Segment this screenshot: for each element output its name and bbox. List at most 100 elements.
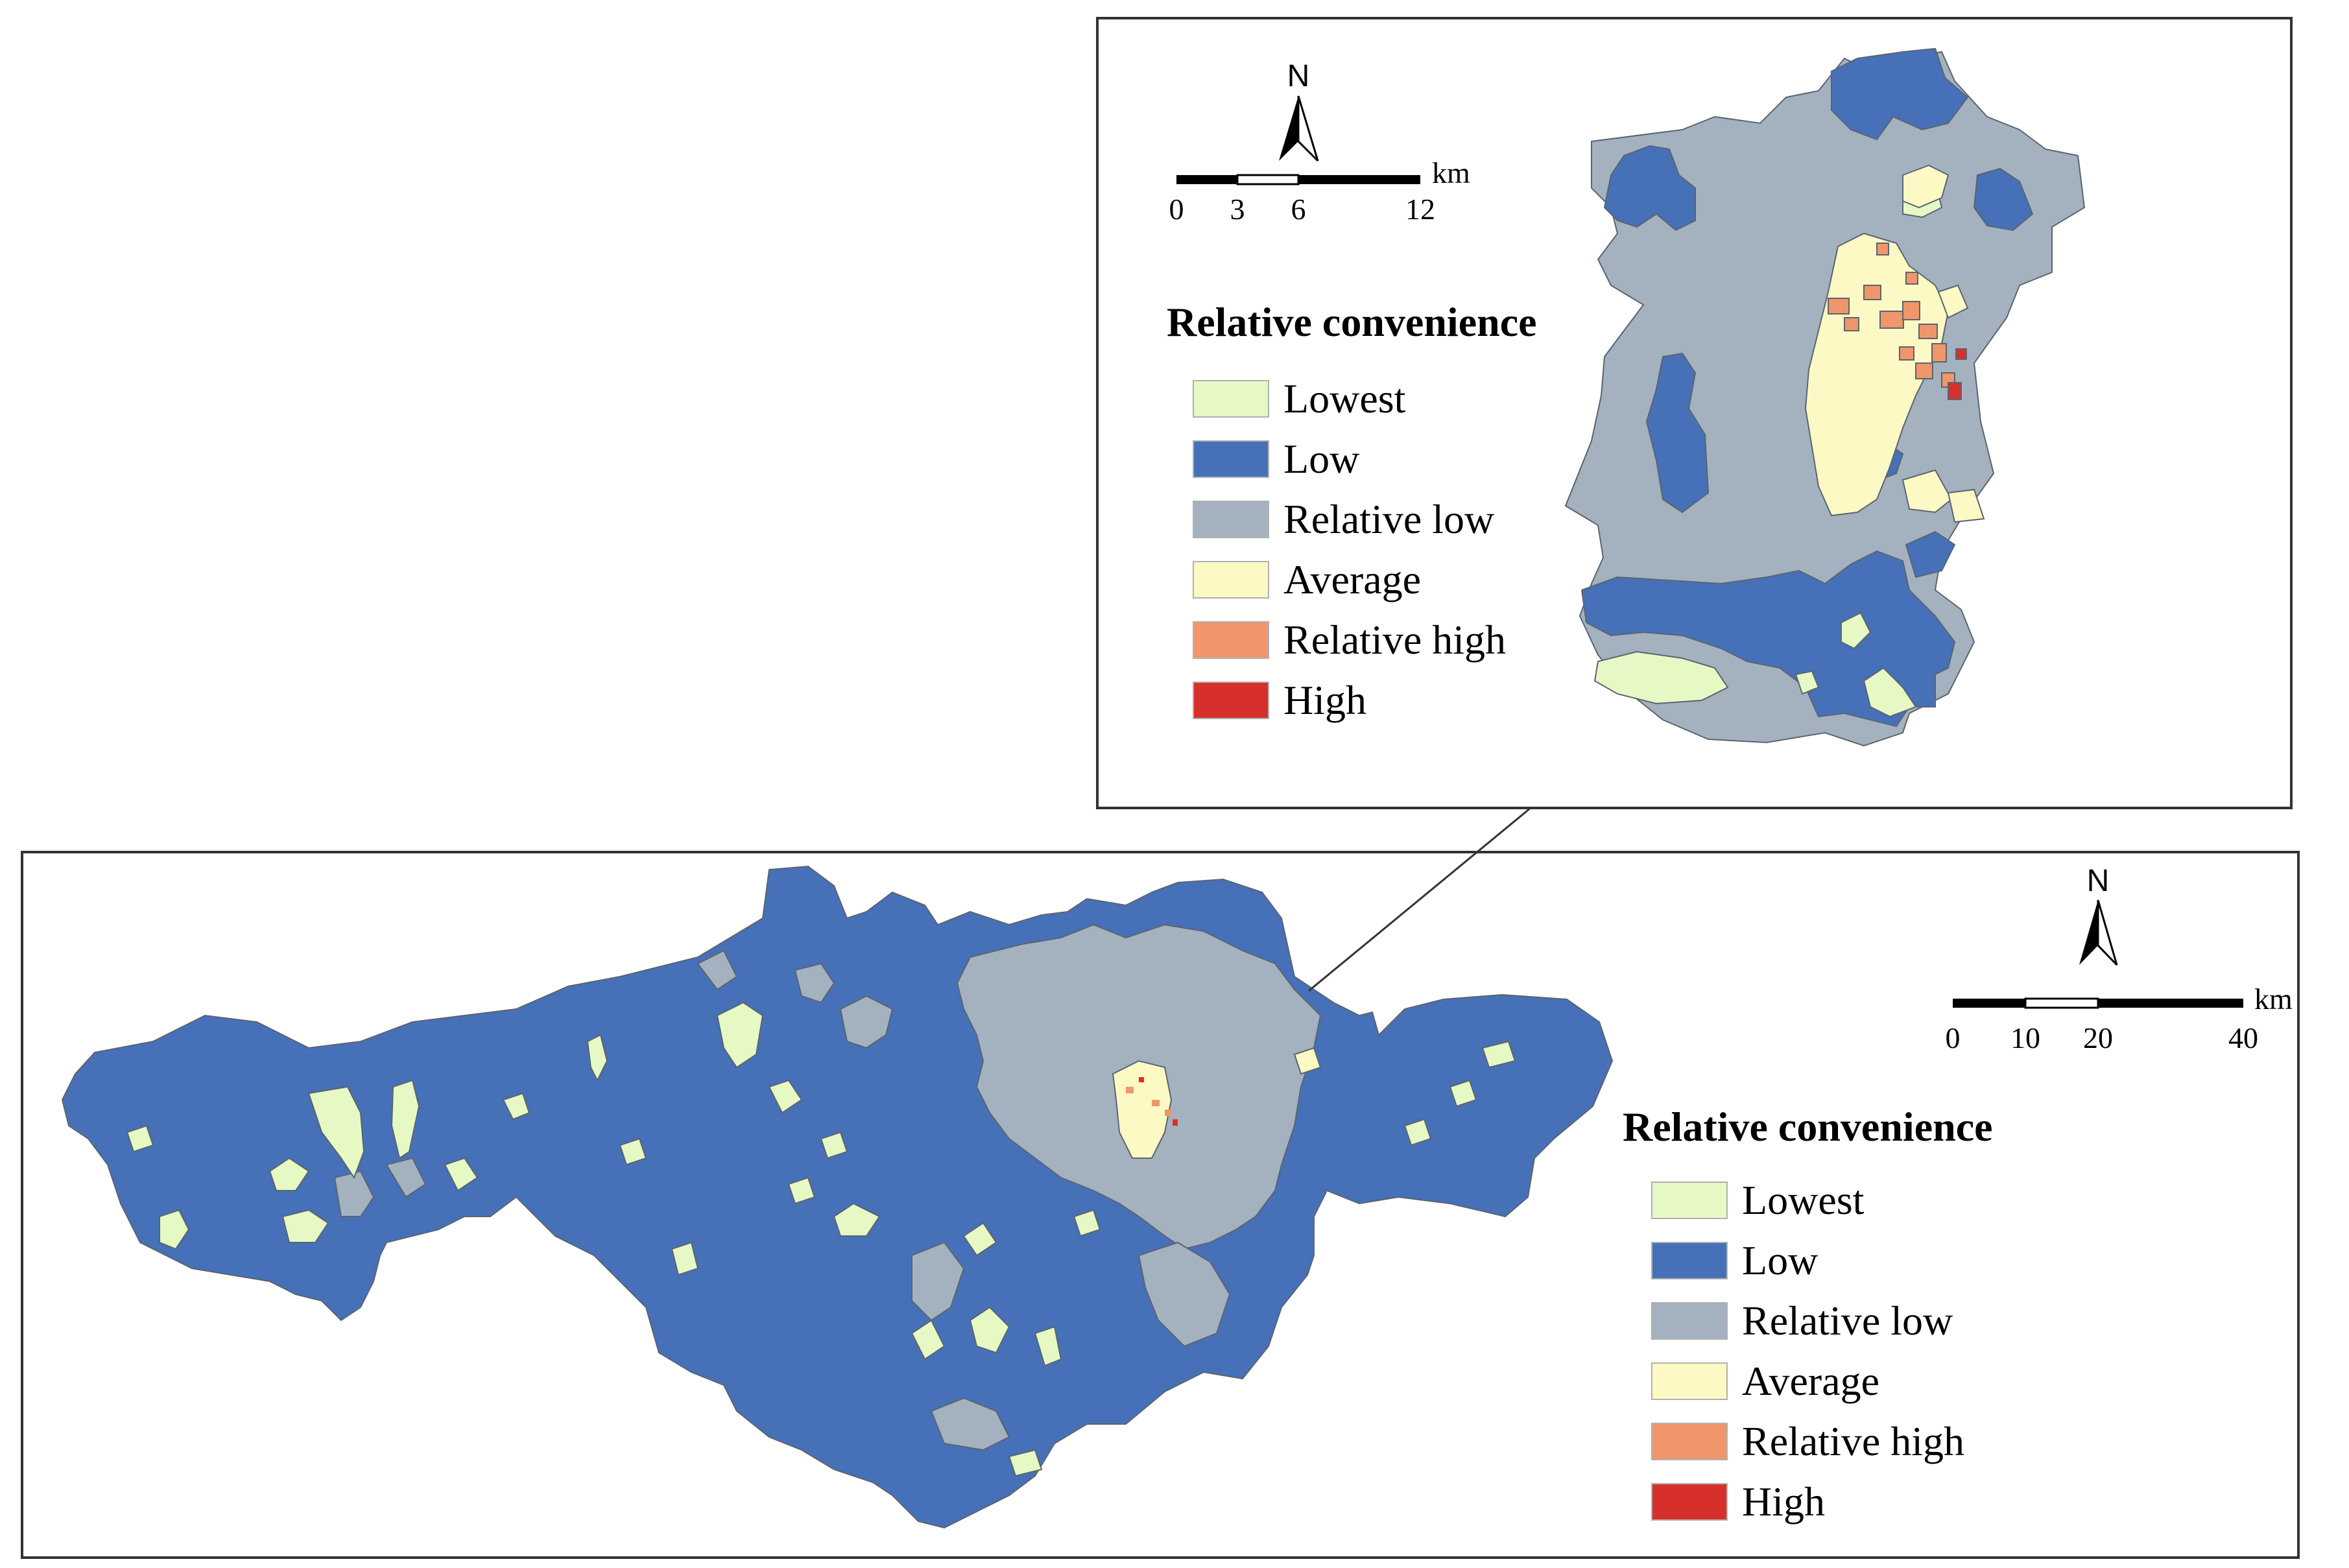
main-region-relative-low-center <box>697 949 738 991</box>
main-scale-seg-3 <box>2098 999 2243 1008</box>
inset-cell-relative-high <box>1931 343 1947 362</box>
main-patch-lowest <box>768 1079 803 1114</box>
main-region-lowest-patches <box>126 1001 1516 1477</box>
inset-scale-tick-3: 12 <box>1405 193 1435 226</box>
main-patch-lowest <box>307 1086 365 1180</box>
inset-north-arrow-right-half <box>1297 95 1319 162</box>
main-region-relative-low-south <box>930 1397 1010 1451</box>
inset-legend-label-high: High <box>1283 677 1366 723</box>
inset-cell-relative-high <box>1879 311 1904 329</box>
inset-legend-label-low: Low <box>1283 436 1360 482</box>
main-legend-label-high: High <box>1742 1479 1825 1525</box>
inset-legend-swatch-high <box>1193 682 1269 719</box>
main-scale-bar: 0 10 20 40 km <box>1946 982 2293 1054</box>
inset-legend-label-average: Average <box>1283 556 1421 602</box>
main-district-map <box>61 865 1614 1529</box>
main-north-label: N <box>2087 864 2110 898</box>
inset-district-map <box>1564 47 2086 747</box>
main-legend-label-relative-low: Relative low <box>1742 1298 1953 1344</box>
main-legend-swatch-low <box>1651 1242 1728 1279</box>
inset-cell-relative-high <box>1844 317 1859 331</box>
main-scale-seg-1 <box>1953 999 2025 1008</box>
main-map-panel: N 0 10 20 40 km Relative convenience Low… <box>21 851 2300 1559</box>
main-patch-lowest <box>833 1202 881 1237</box>
main-legend-label-lowest: Lowest <box>1742 1177 1865 1223</box>
main-legend-item-relative-low: Relative low <box>1651 1297 1953 1345</box>
main-region-average-center <box>1112 1060 1173 1159</box>
inset-legend-item-high: High <box>1193 676 1366 724</box>
main-legend-swatch-lowest <box>1651 1182 1728 1219</box>
main-scale-tick-3: 40 <box>2228 1021 2258 1054</box>
main-legend-label-low: Low <box>1742 1237 1818 1283</box>
main-legend-swatch-average <box>1651 1362 1728 1400</box>
main-patch-lowest <box>586 1034 608 1082</box>
inset-region-average-east <box>1937 284 1969 319</box>
main-legend-item-relative-high: Relative high <box>1651 1418 1964 1466</box>
main-patch-lowest <box>268 1157 310 1191</box>
inset-region-average-north <box>1902 164 1950 209</box>
inset-scale-tick-0: 0 <box>1169 193 1184 226</box>
inset-legend-swatch-relative-high <box>1193 621 1269 659</box>
main-region-relative-low-west-1 <box>839 995 894 1049</box>
inset-legend-swatch-relative-low <box>1193 501 1269 538</box>
main-patch-lowest <box>444 1157 479 1192</box>
inset-scale-tick-1: 3 <box>1230 193 1245 226</box>
inset-region-low-southeast <box>1905 530 1956 578</box>
main-cell-high <box>1139 1077 1144 1082</box>
main-patch-lowest <box>787 1176 816 1205</box>
inset-map-panel: N 0 3 6 12 km Relative convenience Lowes… <box>1096 17 2293 809</box>
main-scale-unit: km <box>2254 982 2293 1016</box>
main-region-average-east <box>1293 1047 1322 1075</box>
inset-region-lowest-south-east <box>1863 667 1917 718</box>
inset-region-lowest-south-small <box>1795 670 1820 695</box>
inset-cell-relative-high <box>1902 301 1920 320</box>
main-patch-lowest <box>126 1124 154 1153</box>
inset-cell-relative-high <box>1828 298 1850 315</box>
inset-legend-item-low: Low <box>1193 435 1359 483</box>
main-legend-item-average: Average <box>1651 1357 1879 1405</box>
inset-scale-seg-3 <box>1298 175 1420 184</box>
inset-legend-swatch-average <box>1193 561 1269 599</box>
inset-legend-item-average: Average <box>1193 556 1421 604</box>
inset-legend-item-relative-high: Relative high <box>1193 616 1506 664</box>
main-scale-seg-2 <box>2024 997 2099 1009</box>
main-patch-lowest <box>962 1222 997 1257</box>
main-north-arrow-left-half <box>2079 900 2098 965</box>
main-patch-lowest <box>1008 1449 1043 1477</box>
inset-legend-item-lowest: Lowest <box>1193 375 1405 423</box>
main-patch-lowest <box>1481 1040 1516 1069</box>
main-patch-lowest <box>911 1319 946 1360</box>
main-region-relative-low-southwest <box>911 1241 965 1322</box>
inset-legend-label-lowest: Lowest <box>1283 375 1406 422</box>
main-patch-lowest <box>969 1306 1010 1354</box>
main-legend-item-lowest: Lowest <box>1651 1176 1864 1224</box>
main-patch-lowest <box>1449 1079 1477 1108</box>
main-north-arrow: N <box>2079 864 2118 966</box>
main-patch-lowest <box>1034 1325 1062 1367</box>
inset-scale-tick-2: 6 <box>1291 193 1306 226</box>
main-patch-lowest <box>390 1079 420 1159</box>
main-region-hotspot-cells <box>1126 1077 1178 1126</box>
main-patch-lowest <box>502 1092 531 1121</box>
main-north-arrow-right-half <box>2097 899 2118 966</box>
inset-region-low-east <box>1973 167 2034 232</box>
inset-scale-unit: km <box>1432 156 1470 189</box>
main-patch-lowest <box>820 1131 848 1159</box>
main-legend-label-relative-high: Relative high <box>1742 1418 1965 1464</box>
inset-cell-relative-high <box>1863 285 1881 300</box>
inset-legend-item-relative-low: Relative low <box>1193 495 1494 543</box>
inset-cell-high <box>1948 382 1962 400</box>
main-region-relative-low-west-2 <box>794 962 835 1004</box>
main-region-relative-low-far-west <box>385 1157 427 1198</box>
inset-region-low-west-strip <box>1645 352 1710 514</box>
main-legend-swatch-relative-high <box>1651 1423 1728 1460</box>
main-patch-lowest <box>1073 1209 1101 1237</box>
inset-region-low-south-band <box>1580 550 1956 728</box>
inset-region-high-cells <box>1948 348 1967 400</box>
main-region-low <box>61 865 1614 1529</box>
main-legend-label-average: Average <box>1742 1358 1879 1404</box>
inset-region-lowest-south-mid <box>1841 612 1872 650</box>
inset-region-average-southeast-1 <box>1902 469 1953 514</box>
main-cell-relative-high <box>1165 1110 1171 1116</box>
inset-scale-bar: 0 3 6 12 km <box>1169 156 1471 226</box>
